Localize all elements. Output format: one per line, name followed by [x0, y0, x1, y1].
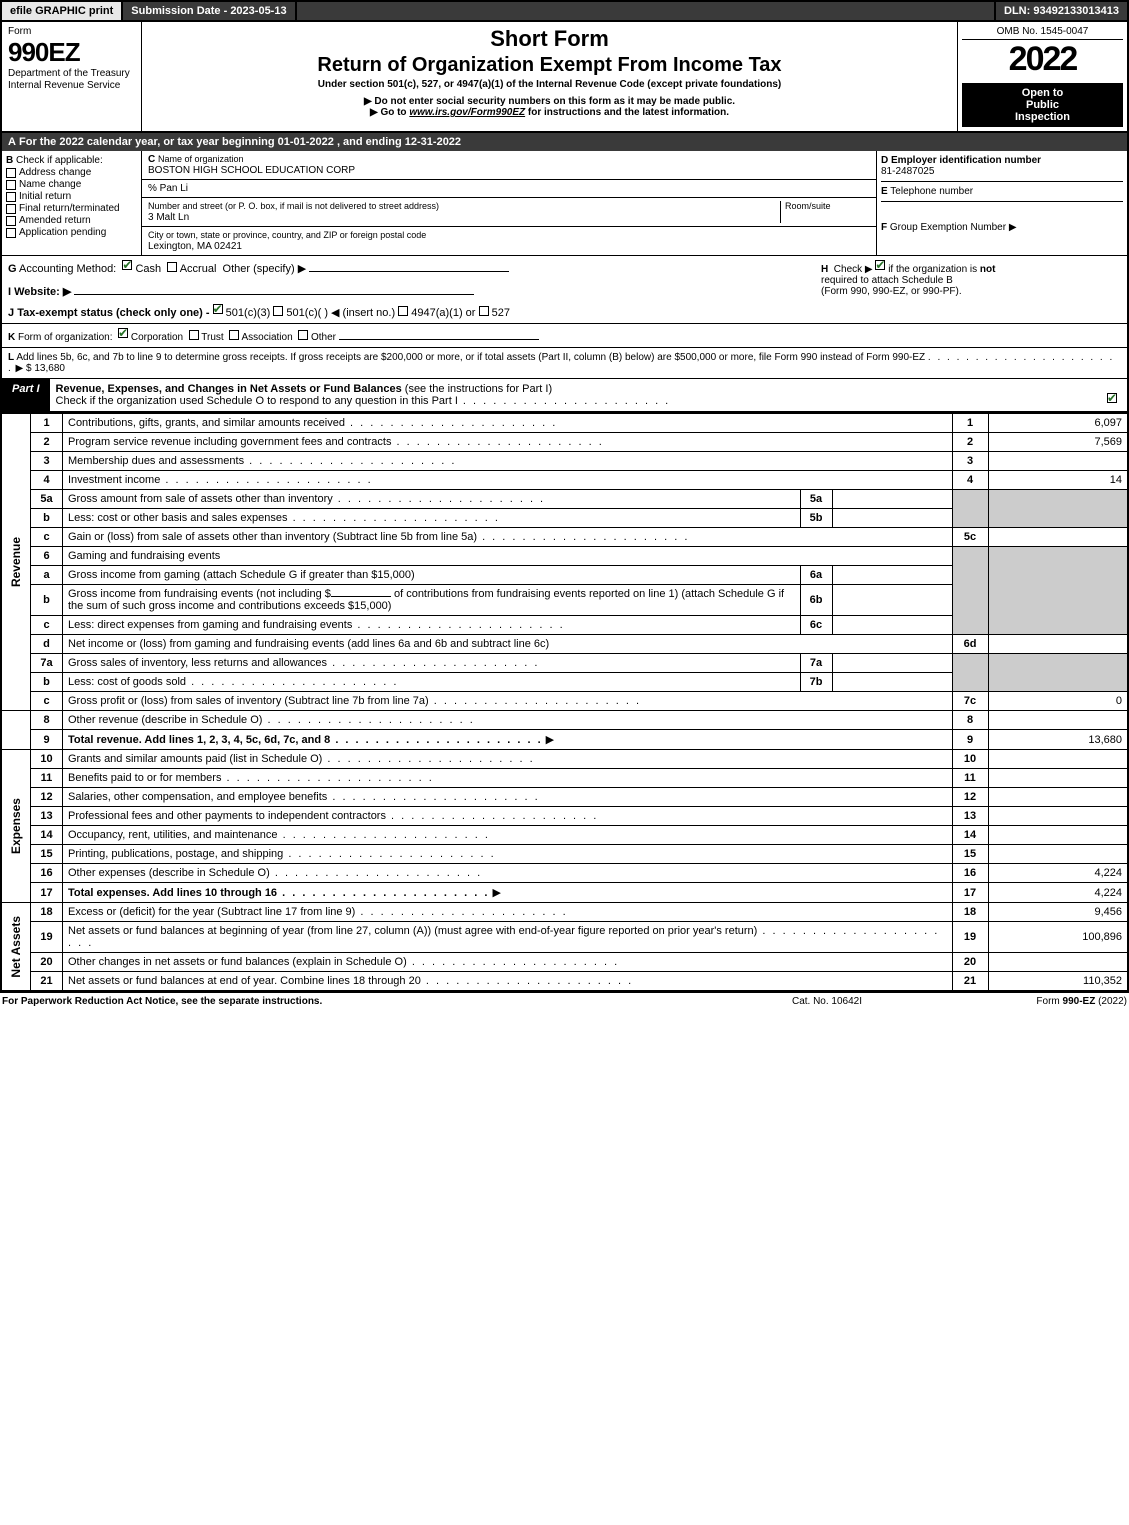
return-title: Return of Organization Exempt From Incom… — [146, 54, 953, 77]
amt-13 — [988, 807, 1128, 826]
form-header: Form 990EZ Department of the Treasury In… — [0, 22, 1129, 133]
form-footer: Form 990-EZ (2022) — [927, 996, 1127, 1007]
chk-trust[interactable] — [189, 330, 199, 340]
short-form-title: Short Form — [146, 26, 953, 52]
amt-3 — [988, 452, 1128, 471]
subheader-1: Under section 501(c), 527, or 4947(a)(1)… — [146, 79, 953, 90]
amt-9: 13,680 — [988, 730, 1128, 750]
amt-1: 6,097 — [988, 414, 1128, 433]
amt-18: 9,456 — [988, 903, 1128, 922]
sidelabel-revenue: Revenue — [7, 533, 25, 591]
submission-date: Submission Date - 2023-05-13 — [123, 2, 296, 20]
line-l: L Add lines 5b, 6c, and 7b to line 9 to … — [0, 347, 1129, 378]
cat-no: Cat. No. 10642I — [727, 996, 927, 1007]
line-gh: G Accounting Method: Cash Accrual Other … — [0, 256, 1129, 323]
chk-final-return[interactable] — [6, 204, 16, 214]
chk-accrual[interactable] — [167, 262, 177, 272]
amt-19: 100,896 — [988, 922, 1128, 953]
amt-4: 14 — [988, 471, 1128, 490]
amt-5c — [988, 528, 1128, 547]
amt-7a — [832, 654, 952, 673]
amt-11 — [988, 769, 1128, 788]
chk-other-org[interactable] — [298, 330, 308, 340]
website-input[interactable] — [74, 294, 474, 295]
form-number: 990EZ — [8, 37, 135, 68]
box-b: B Check if applicable: Address change Na… — [2, 151, 142, 255]
chk-527[interactable] — [479, 306, 489, 316]
top-bar: efile GRAPHIC print Submission Date - 20… — [0, 0, 1129, 22]
irs-link[interactable]: www.irs.gov/Form990EZ — [409, 107, 525, 118]
paperwork-notice: For Paperwork Reduction Act Notice, see … — [2, 996, 727, 1007]
subheader-3: Go to www.irs.gov/Form990EZ for instruct… — [146, 107, 953, 118]
amt-21: 110,352 — [988, 972, 1128, 991]
dept-treasury: Department of the Treasury — [8, 68, 135, 80]
chk-address-change[interactable] — [6, 168, 16, 178]
form-word: Form — [8, 26, 135, 37]
info-grid: B Check if applicable: Address change Na… — [0, 151, 1129, 256]
city-state-zip: Lexington, MA 02421 — [148, 241, 242, 252]
amt-5b — [832, 509, 952, 528]
part1-header: Part I Revenue, Expenses, and Changes in… — [0, 378, 1129, 413]
amt-6c — [832, 616, 952, 635]
chk-amended[interactable] — [6, 216, 16, 226]
chk-association[interactable] — [229, 330, 239, 340]
amt-5a — [832, 490, 952, 509]
gross-receipts: $ 13,680 — [26, 363, 65, 374]
part1-table: Revenue 1 Contributions, gifts, grants, … — [0, 413, 1129, 991]
box-c: C Name of organization BOSTON HIGH SCHOO… — [142, 151, 877, 255]
amt-2: 7,569 — [988, 433, 1128, 452]
line-k: K Form of organization: Corporation Trus… — [0, 323, 1129, 347]
dept-irs: Internal Revenue Service — [8, 80, 135, 92]
chk-501c[interactable] — [273, 306, 283, 316]
omb-number: OMB No. 1545-0047 — [962, 26, 1123, 40]
amt-16: 4,224 — [988, 864, 1128, 883]
chk-schedule-b[interactable] — [875, 260, 885, 270]
sidelabel-expenses: Expenses — [7, 794, 25, 858]
chk-4947[interactable] — [398, 306, 408, 316]
care-of: % Pan Li — [142, 180, 876, 198]
amt-10 — [988, 750, 1128, 769]
amt-12 — [988, 788, 1128, 807]
amt-20 — [988, 953, 1128, 972]
subheader-2: Do not enter social security numbers on … — [146, 96, 953, 107]
tax-year: 2022 — [962, 40, 1123, 79]
amt-7b — [832, 673, 952, 692]
ein: 81-2487025 — [881, 166, 934, 177]
chk-initial-return[interactable] — [6, 192, 16, 202]
box-def: D Employer identification number 81-2487… — [877, 151, 1127, 255]
top-spacer — [297, 2, 996, 20]
amt-8 — [988, 711, 1128, 730]
amt-17: 4,224 — [988, 883, 1128, 903]
chk-schedule-o[interactable] — [1107, 393, 1117, 403]
chk-501c3[interactable] — [213, 304, 223, 314]
amt-14 — [988, 826, 1128, 845]
contrib-amount-input[interactable] — [331, 596, 391, 597]
room-suite-label: Room/suite — [785, 201, 831, 211]
chk-app-pending[interactable] — [6, 228, 16, 238]
part1-tab: Part I — [2, 379, 50, 411]
street-address: 3 Malt Ln — [148, 212, 189, 223]
efile-print-btn[interactable]: efile GRAPHIC print — [2, 2, 123, 20]
amt-7c: 0 — [988, 692, 1128, 711]
chk-cash[interactable] — [122, 260, 132, 270]
dln: DLN: 93492133013413 — [996, 2, 1127, 20]
page-footer: For Paperwork Reduction Act Notice, see … — [0, 991, 1129, 1010]
sidelabel-netassets: Net Assets — [7, 912, 25, 982]
amt-6a — [832, 566, 952, 585]
chk-name-change[interactable] — [6, 180, 16, 190]
open-public-box: Open to Public Inspection — [962, 83, 1123, 127]
amt-6d — [988, 635, 1128, 654]
amt-6b — [832, 585, 952, 616]
org-name: BOSTON HIGH SCHOOL EDUCATION CORP — [148, 165, 355, 176]
line-a: A For the 2022 calendar year, or tax yea… — [0, 133, 1129, 151]
other-method-input[interactable] — [309, 271, 509, 272]
other-org-input[interactable] — [339, 339, 539, 340]
amt-15 — [988, 845, 1128, 864]
chk-corporation[interactable] — [118, 328, 128, 338]
